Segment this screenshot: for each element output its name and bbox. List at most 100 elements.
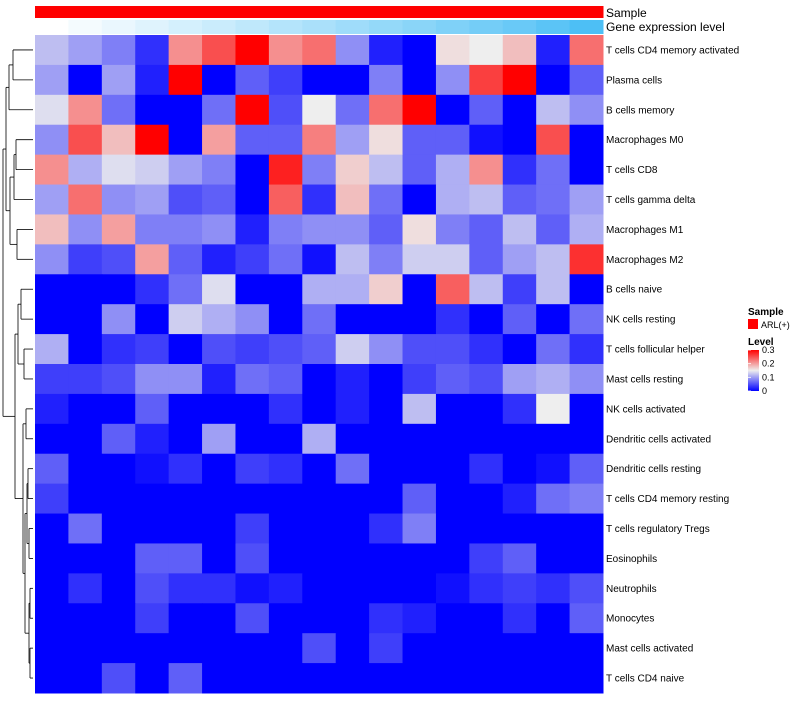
heatmap-cell bbox=[35, 244, 69, 275]
heatmap-cell bbox=[235, 453, 270, 485]
heatmap-cell bbox=[536, 453, 571, 485]
heatmap-cell bbox=[202, 423, 236, 455]
heatmap-cell bbox=[101, 94, 136, 126]
heatmap-cell bbox=[135, 154, 170, 186]
heatmap-cell bbox=[302, 334, 337, 365]
heatmap-cell bbox=[502, 543, 537, 574]
heatmap-cell bbox=[302, 64, 337, 96]
row-label: T cells CD4 memory activated bbox=[606, 45, 739, 56]
expression-annotation-cell bbox=[35, 20, 69, 34]
heatmap-cell bbox=[268, 154, 303, 186]
heatmap-cell bbox=[569, 35, 604, 66]
heatmap-cell bbox=[202, 214, 236, 245]
heatmap-cell bbox=[469, 603, 504, 634]
row-label: B cells memory bbox=[606, 105, 674, 116]
heatmap-cell bbox=[268, 423, 303, 455]
heatmap-cell bbox=[402, 423, 437, 455]
heatmap-cell bbox=[302, 423, 337, 455]
heatmap-cell bbox=[268, 573, 303, 604]
heatmap-cell bbox=[402, 35, 437, 66]
heatmap-cell bbox=[569, 453, 604, 485]
heatmap-cell bbox=[35, 423, 69, 455]
heatmap-cell bbox=[335, 124, 370, 156]
expression-annotation-cell bbox=[202, 20, 236, 34]
heatmap-cell bbox=[402, 364, 437, 395]
heatmap-cell bbox=[168, 543, 203, 574]
heatmap-cell bbox=[68, 483, 103, 515]
heatmap-cell bbox=[335, 334, 370, 365]
heatmap-cell bbox=[369, 633, 404, 664]
heatmap-cell bbox=[536, 573, 571, 604]
heatmap-cell bbox=[235, 663, 270, 694]
heatmap-cell bbox=[435, 304, 470, 335]
expression-annotation-cell bbox=[369, 20, 404, 34]
heatmap-cell bbox=[536, 603, 571, 634]
heatmap-cell bbox=[68, 35, 103, 66]
heatmap-cell bbox=[335, 364, 370, 395]
heatmap-cell bbox=[502, 94, 537, 126]
heatmap-cell bbox=[101, 513, 136, 544]
heatmap-cell bbox=[569, 483, 604, 515]
heatmap-cells bbox=[35, 35, 604, 694]
heatmap-cell bbox=[469, 543, 504, 574]
heatmap-cell bbox=[569, 663, 604, 694]
heatmap-cell bbox=[168, 334, 203, 365]
heatmap-cell bbox=[101, 64, 136, 96]
heatmap-cell bbox=[135, 573, 170, 604]
heatmap-cell bbox=[202, 543, 236, 574]
heatmap-cell bbox=[268, 364, 303, 395]
heatmap-cell bbox=[68, 573, 103, 604]
heatmap-cell bbox=[235, 35, 270, 66]
heatmap-cell bbox=[536, 423, 571, 455]
expression-annotation-cell bbox=[335, 20, 370, 34]
heatmap-cell bbox=[536, 483, 571, 515]
heatmap-cell bbox=[302, 663, 337, 694]
expression-annotation-cell bbox=[168, 20, 203, 34]
heatmap-cell bbox=[536, 94, 571, 126]
heatmap-cell bbox=[135, 513, 170, 544]
legend-ticks: 0 0.1 0.2 0.3 bbox=[748, 345, 775, 396]
sample-annotation-cell bbox=[35, 6, 69, 18]
heatmap-cell bbox=[335, 184, 370, 215]
sample-annotation-bar bbox=[35, 6, 604, 18]
sample-annotation-cell bbox=[569, 6, 604, 18]
heatmap-cell bbox=[536, 184, 571, 215]
heatmap-cell bbox=[68, 214, 103, 245]
heatmap-cell bbox=[435, 64, 470, 96]
heatmap-cell bbox=[35, 364, 69, 395]
expression-annotation-cell bbox=[402, 20, 437, 34]
expression-annotation-cell bbox=[435, 20, 470, 34]
heatmap-cell bbox=[536, 633, 571, 664]
heatmap-cell bbox=[235, 334, 270, 365]
expression-annotation-cell bbox=[68, 20, 103, 34]
heatmap-cell bbox=[435, 364, 470, 395]
heatmap-cell bbox=[302, 633, 337, 664]
heatmap-cell bbox=[569, 154, 604, 186]
heatmap-cell bbox=[202, 334, 236, 365]
heatmap-cell bbox=[68, 184, 103, 215]
heatmap-cell bbox=[168, 94, 203, 126]
heatmap-cell bbox=[135, 364, 170, 395]
heatmap-cell bbox=[569, 423, 604, 455]
heatmap-cell bbox=[268, 94, 303, 126]
row-dendrogram bbox=[2, 49, 33, 679]
heatmap-cell bbox=[101, 573, 136, 604]
heatmap-cell bbox=[402, 154, 437, 186]
row-label: Macrophages M0 bbox=[606, 135, 684, 146]
heatmap-cell bbox=[502, 483, 537, 515]
heatmap-cell bbox=[135, 393, 170, 425]
heatmap-cell bbox=[202, 274, 236, 305]
heatmap-cell bbox=[369, 64, 404, 96]
heatmap-cell bbox=[202, 633, 236, 664]
heatmap-cell bbox=[369, 274, 404, 305]
sample-annotation-cell bbox=[235, 6, 270, 18]
heatmap-cell bbox=[68, 453, 103, 485]
heatmap-cell bbox=[168, 214, 203, 245]
heatmap-cell bbox=[168, 64, 203, 96]
heatmap-cell bbox=[101, 124, 136, 156]
heatmap-cell bbox=[469, 154, 504, 186]
heatmap-cell bbox=[402, 663, 437, 694]
heatmap-cell bbox=[335, 573, 370, 604]
heatmap-cell bbox=[302, 364, 337, 395]
heatmap-cell bbox=[335, 154, 370, 186]
